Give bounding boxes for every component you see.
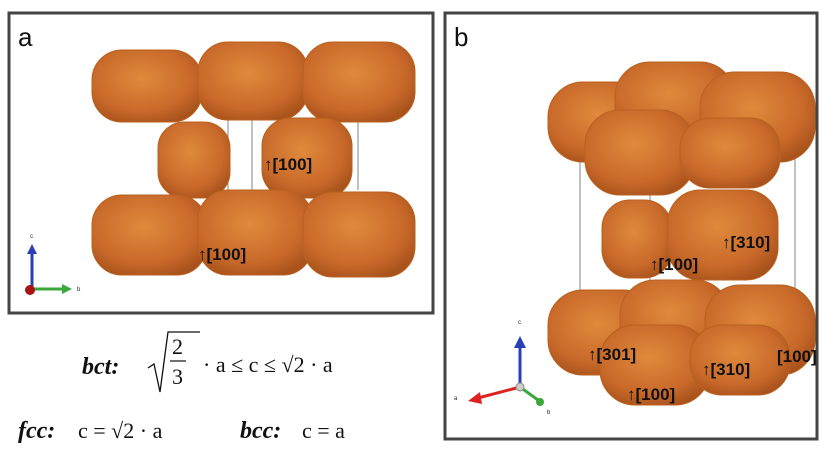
annotation: ↑[100]: [650, 255, 698, 274]
formula-expression: · a ≤ c ≤ √2 · a: [203, 352, 333, 377]
annotation: ↑[301]: [588, 345, 636, 364]
numerator: 2: [172, 334, 183, 359]
panel-label: a: [18, 22, 33, 52]
formula-name: fcc:: [18, 418, 55, 444]
formula-name: bct:: [82, 354, 119, 380]
annotation: [100]: [777, 347, 817, 366]
formula-name: bcc:: [240, 418, 281, 444]
annotation: ↑[100]: [264, 155, 312, 174]
annotation: ↑[310]: [702, 360, 750, 379]
formula-expression: c = a: [302, 418, 345, 443]
panel-label: b: [454, 22, 468, 52]
formula-expression: c = √2 · a: [78, 418, 163, 443]
annotation: ↑[100]: [198, 245, 246, 264]
panel-a: a ↑[100] ↑[100] c b: [9, 13, 433, 313]
axis-label: c: [518, 320, 521, 326]
formulas: bct: 2 3 · a ≤ c ≤ √2 · a fcc: c = √2 · …: [18, 332, 345, 444]
annotation: ↑[100]: [627, 385, 675, 404]
annotation: ↑[310]: [722, 233, 770, 252]
figure: a ↑[100] ↑[100] c b: [0, 0, 826, 449]
denominator: 3: [172, 364, 183, 389]
panel-b: b ↑[310] ↑[100] ↑[301] ↑[310] [100] ↑[10…: [445, 13, 817, 439]
axis-label: c: [30, 234, 33, 240]
